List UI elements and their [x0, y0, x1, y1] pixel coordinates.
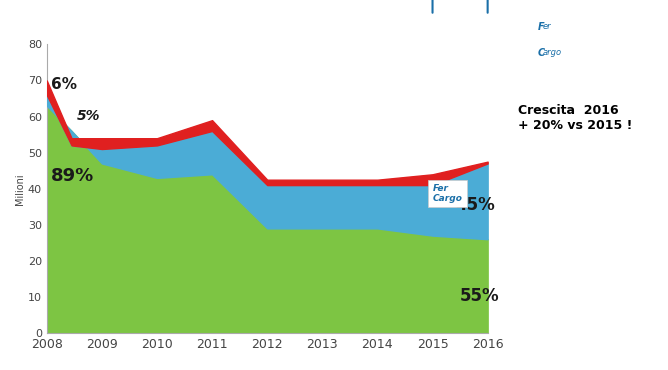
Text: Fer
Cargo: Fer Cargo: [432, 184, 462, 204]
Y-axis label: Milioni: Milioni: [15, 173, 25, 205]
Text: 89%: 89%: [51, 168, 94, 185]
Text: 45%: 45%: [456, 196, 496, 214]
Text: C: C: [538, 48, 545, 58]
Text: 5%: 5%: [77, 109, 101, 123]
Text: 55%: 55%: [460, 286, 500, 305]
Text: er: er: [542, 22, 551, 31]
Text: F: F: [538, 22, 544, 32]
Text: Crescita  2016
+ 20% vs 2015 !: Crescita 2016 + 20% vs 2015 !: [518, 104, 632, 132]
Text: argo: argo: [542, 48, 562, 57]
Text: 6%: 6%: [51, 77, 77, 92]
